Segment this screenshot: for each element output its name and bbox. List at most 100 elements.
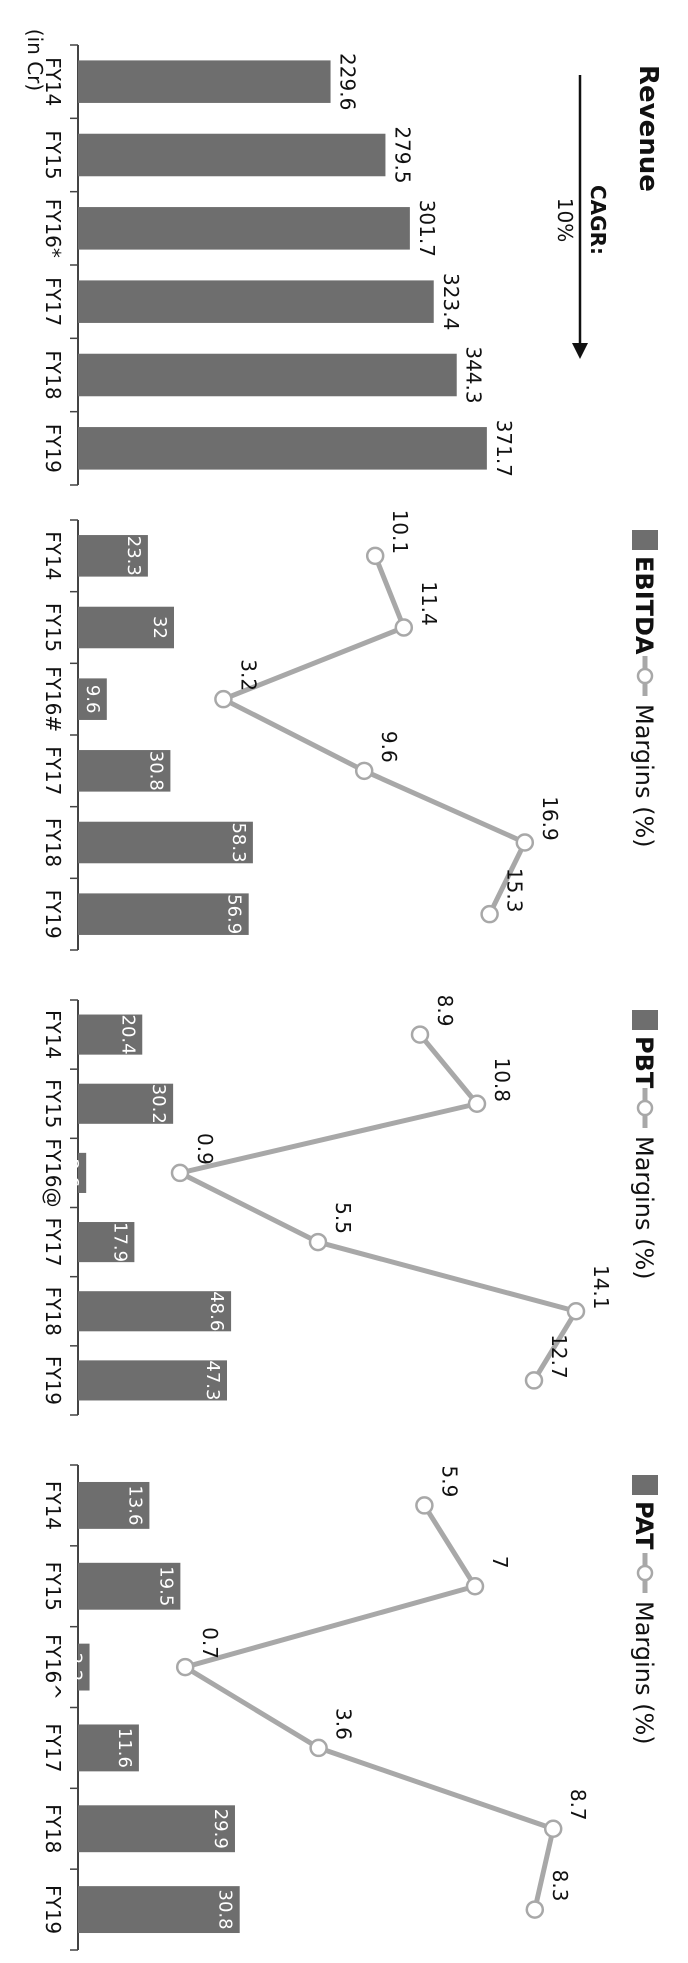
margin-point [415,1496,434,1515]
category-label: FY18 [41,818,65,867]
margin-value-label: 5.9 [437,1466,461,1498]
category-label: FY15 [41,1562,65,1611]
bar-value-label: 32 [149,616,170,639]
margin-value-label: 0.9 [193,1133,217,1165]
category-label: FY15 [41,1079,65,1128]
margin-point [524,1371,544,1390]
margin-value-label: 8.7 [566,1789,590,1821]
bar [78,1291,232,1332]
chart-panel-1: FY14 FY15 FY16* FY17 FY18 FY19 Revenue CAGR: 10%… [41,44,663,486]
margin-line [182,1504,556,1911]
bar-value-label: 29.9 [210,1809,231,1849]
bar-value-label: 30.8 [145,751,166,791]
bar-value-label: 9.6 [82,685,103,714]
revenue-bar [78,280,434,323]
category-label: FY14 [41,57,65,106]
bar-value-label: 48.6 [206,1291,227,1331]
cagr-label: CAGR: [586,185,610,255]
margin-line [220,554,528,916]
margin-point [214,689,233,709]
margin-value-label: 9.6 [377,731,401,763]
legend-marker [636,1099,654,1117]
revenue-bar [77,353,457,397]
revenue-bar [78,427,487,470]
margin-value-label: 14.1 [589,1265,613,1310]
category-label: FY15 [41,130,65,179]
bar-value-label: 47.3 [202,1360,223,1400]
revenue-value-label: 229.6 [336,53,360,110]
rotated-charts-group: (in Cr)FY14FY15FY16*FY17FY18FY19RevenueC… [23,29,663,1951]
bar-value-label: 2.6 [61,1159,82,1188]
category-label: FY18 [41,350,65,399]
category-label: FY19 [41,1885,65,1934]
category-label: FY18 [41,1287,65,1336]
margin-line [177,1032,579,1382]
bar-value-label: 17.9 [109,1222,130,1262]
bar [78,1886,240,1934]
revenue-bar [78,60,331,103]
margin-point [480,904,499,924]
bar [78,606,174,649]
legend-line-label: Margins (%) [630,1136,658,1280]
category-label: FY14 [41,1481,65,1530]
bar [78,1562,181,1610]
legend-bar-label: PAT [630,1501,658,1550]
category-label: FY14 [41,1010,65,1059]
margin-point [566,1302,586,1321]
bar-value-label: 23.3 [123,536,144,576]
margin-value-label: 8.9 [433,995,457,1027]
margin-point [525,1900,545,1919]
category-label: FY17 [41,1217,65,1266]
bar [78,1805,235,1853]
legend-bar-label: PBT [630,1036,658,1089]
bar-value-label: 13.6 [124,1485,145,1525]
category-label: FY15 [41,603,65,652]
category-label: FY19 [41,890,65,939]
bar-value-label: 30.2 [148,1084,169,1124]
bar-value-label: 56.9 [224,894,245,934]
margin-point [365,546,385,566]
bar [78,1014,143,1055]
category-label: FY17 [41,746,65,795]
bar-value-label: 19.5 [155,1566,176,1606]
legend-line-label: Margins (%) [630,1601,658,1745]
revenue-bar [78,133,386,177]
bar-value-label: 30.8 [215,1890,236,1930]
bar-value-label: 58.3 [228,822,249,862]
bar [78,1152,87,1193]
revenue-value-label: 344.3 [462,346,486,403]
legend-bar-swatch [632,1475,658,1495]
cagr-arrow-head [572,343,588,359]
margin-value-label: 0.7 [198,1627,222,1659]
margin-point [175,1657,195,1677]
margin-value-label: 10.8 [490,1057,514,1102]
legend-bar-swatch [632,1010,658,1030]
category-label: FY16# [41,666,65,732]
chart-panel-2: FY14 FY15 FY16# FY17 FY18 FY19 EBITDA Margins (… [41,510,658,951]
bar-value-label: 11.6 [114,1728,135,1768]
margin-value-label: 7 [488,1556,512,1569]
bar [78,1481,150,1529]
margin-point [543,1819,563,1838]
bar [78,893,249,935]
bar-value-label: 2.2 [65,1653,86,1682]
category-label: FY19 [41,1356,65,1405]
legend-marker [636,667,654,685]
bar [78,535,148,577]
bar [78,1360,227,1401]
margin-value-label: 11.4 [417,581,441,626]
chart-panel-3: FY14 FY15 FY16@ FY17 FY18 FY19 PBT Margins (%) 2… [41,995,658,1416]
bar [78,1724,139,1772]
bar [77,1643,90,1691]
legend-bar-swatch [632,530,658,550]
margin-point [515,833,535,852]
revenue-value-label: 371.7 [492,420,516,477]
margin-point [467,1094,487,1113]
chart-panel-4: FY14 FY15 FY16^ FY17 FY18 FY19 PAT Margins (%) 1… [41,1464,658,1951]
bar [78,821,253,864]
margin-value-label: 3.6 [332,1708,356,1740]
margin-value-label: 5.5 [331,1202,355,1234]
category-label: FY17 [41,1723,65,1772]
category-label: FY14 [41,531,65,580]
